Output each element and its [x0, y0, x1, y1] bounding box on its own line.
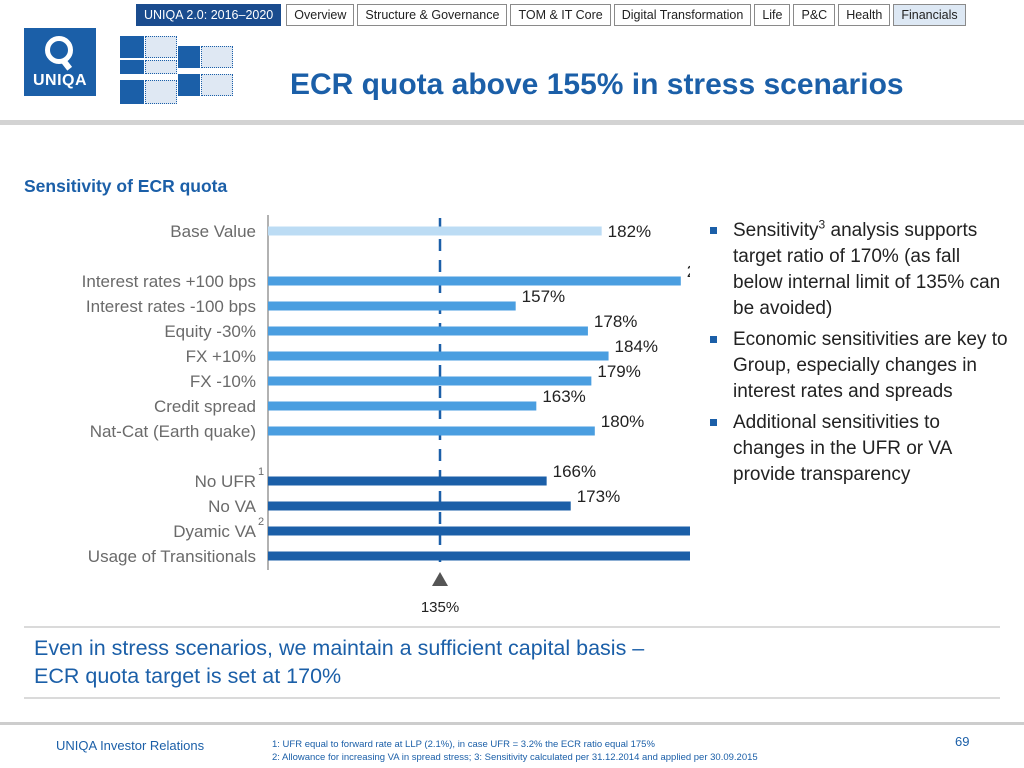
- bullet-footnote-ref: 3: [818, 217, 826, 232]
- reference-line-label: 135%: [421, 599, 459, 616]
- bullet-item: Sensitivity3 analysis supports target ra…: [708, 218, 1008, 322]
- category-label: No VA: [208, 497, 257, 516]
- chart-svg: 135% Base Value 182% Interest rates +100 bp…: [82, 215, 840, 616]
- footnote-2: 2: Allowance for increasing VA in spread…: [272, 752, 758, 763]
- conclusion-text: Even in stress scenarios, we maintain a …: [34, 634, 644, 690]
- bullet-item: Economic sensitivities are key to Group,…: [708, 327, 1008, 405]
- top-navigation: UNIQA 2.0: 2016–2020 Overview Structure …: [136, 4, 966, 26]
- category-superscript: 2: [258, 516, 264, 528]
- bullet-text: Economic sensitivities are key to Group,…: [733, 329, 1008, 402]
- bullet-text-cont: analysis supports target ratio of 170% (…: [733, 220, 1001, 319]
- data-label: 173%: [577, 487, 620, 506]
- footer-source: UNIQA Investor Relations: [56, 738, 205, 753]
- data-label: 179%: [597, 362, 640, 381]
- tab-structure-governance[interactable]: Structure & Governance: [357, 4, 508, 26]
- category-label: Base Value: [170, 222, 256, 241]
- bullet-square-icon: [710, 419, 717, 426]
- chart-bar: [268, 301, 516, 311]
- category-label: FX -10%: [190, 372, 256, 391]
- data-label: 163%: [542, 387, 585, 406]
- bullet-text: Additional sensitivities to changes in t…: [733, 412, 952, 485]
- bullet-text: Sensitivity: [733, 220, 819, 241]
- category-superscript: 1: [258, 466, 264, 478]
- chart-bar: [268, 401, 537, 411]
- category-label: Equity -30%: [164, 322, 256, 341]
- category-label: Nat-Cat (Earth quake): [90, 422, 256, 441]
- data-label: 205%: [687, 262, 690, 281]
- data-label: 182%: [608, 222, 651, 241]
- category-label: Usage of Transitionals: [88, 547, 256, 566]
- tab-tom-it-core[interactable]: TOM & IT Core: [510, 4, 611, 26]
- chart-bar: [268, 326, 588, 336]
- logo-text: UNIQA: [32, 72, 88, 89]
- nav-brand-tab[interactable]: UNIQA 2.0: 2016–2020: [136, 4, 282, 26]
- bullet-square-icon: [710, 227, 717, 234]
- category-label: Dyamic VA: [173, 522, 256, 541]
- tab-health[interactable]: Health: [838, 4, 891, 26]
- structure-thumbnail: [116, 28, 236, 108]
- category-label: Interest rates -100 bps: [86, 297, 256, 316]
- tab-overview[interactable]: Overview: [286, 4, 355, 26]
- bullet-item: Additional sensitivities to changes in t…: [708, 410, 1008, 488]
- logo-q-icon: [45, 36, 73, 64]
- chart-bar: [268, 226, 602, 236]
- chart-bar: [268, 426, 595, 436]
- conclusion-divider-top: [24, 626, 1000, 628]
- tab-life[interactable]: Life: [754, 4, 791, 26]
- data-label: 157%: [522, 287, 565, 306]
- chart-subtitle: Sensitivity of ECR quota: [24, 176, 228, 196]
- footnote-1: 1: UFR equal to forward rate at LLP (2.1…: [272, 739, 655, 750]
- reference-marker-triangle: [432, 572, 448, 586]
- tab-digital-transformation[interactable]: Digital Transformation: [613, 4, 752, 26]
- chart-bar: [268, 476, 547, 486]
- uniqa-logo: UNIQA: [24, 28, 96, 96]
- footnotes: 1: UFR equal to forward rate at LLP (2.1…: [272, 738, 758, 764]
- category-label: Credit spread: [154, 397, 256, 416]
- footer-divider: [0, 722, 1024, 725]
- chart-bar: [268, 351, 609, 361]
- conclusion-line-1: Even in stress scenarios, we maintain a …: [34, 636, 645, 660]
- data-label: 180%: [601, 412, 644, 431]
- conclusion-divider-bottom: [24, 697, 1000, 699]
- category-label: FX +10%: [186, 347, 256, 366]
- tab-pc[interactable]: P&C: [793, 4, 836, 26]
- page-title: ECR quota above 155% in stress scenarios: [290, 68, 904, 101]
- chart-bar: [268, 376, 592, 386]
- bullet-square-icon: [710, 336, 717, 343]
- conclusion-line-2: ECR quota target is set at 170%: [34, 664, 342, 688]
- data-label: 178%: [594, 312, 637, 331]
- data-label: 184%: [615, 337, 658, 356]
- chart-bar: [268, 501, 571, 511]
- page-number: 69: [955, 734, 970, 749]
- tab-financials[interactable]: Financials: [893, 4, 966, 26]
- category-label: No UFR: [195, 472, 256, 491]
- chart-bar: [268, 526, 733, 536]
- bullet-list: Sensitivity3 analysis supports target ra…: [708, 218, 1008, 493]
- data-label: 166%: [553, 462, 596, 481]
- category-label: Interest rates +100 bps: [82, 272, 256, 291]
- chart-bar: [268, 551, 791, 561]
- ecr-sensitivity-chart: 135% Base Value 182% Interest rates +100 bp…: [0, 200, 840, 620]
- header-divider: [0, 120, 1024, 125]
- chart-bar: [268, 276, 681, 286]
